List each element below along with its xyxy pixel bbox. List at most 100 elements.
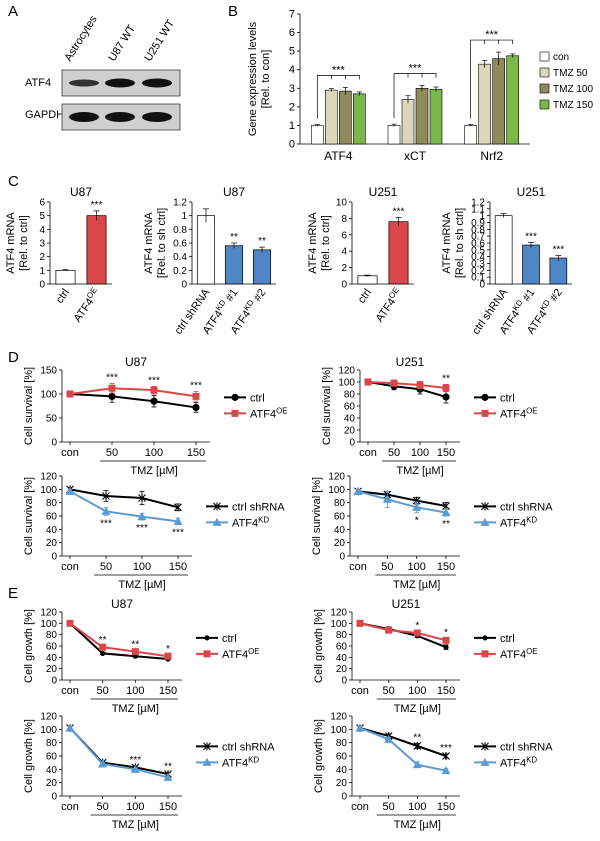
significance-marker: ** bbox=[164, 762, 172, 773]
panel-label-e: E bbox=[8, 585, 18, 602]
data-point bbox=[412, 502, 422, 511]
significance-marker: *** bbox=[525, 231, 537, 242]
bar bbox=[388, 221, 409, 285]
legend-label: ctrl shRNA bbox=[222, 741, 275, 753]
y-tick-label: 80 bbox=[46, 738, 58, 749]
data-point bbox=[150, 397, 158, 405]
panel-label-c: C bbox=[8, 173, 19, 190]
y-tick-label: 40 bbox=[334, 525, 346, 536]
data-point bbox=[137, 512, 147, 521]
y-tick-label: 60 bbox=[344, 402, 356, 413]
x-tick-label: ATF4OE bbox=[70, 286, 103, 325]
chart-title: U251 bbox=[517, 185, 546, 199]
y-axis-label: ATF4 mRNA bbox=[143, 212, 155, 274]
y-tick-label: 120 bbox=[40, 712, 57, 723]
data-point bbox=[481, 393, 489, 401]
y-tick-label: 60 bbox=[46, 752, 58, 763]
x-tick-label: con bbox=[61, 801, 79, 813]
legend-label: TMZ 50 bbox=[553, 68, 588, 79]
bar bbox=[311, 125, 324, 145]
y-axis-label: [Rel. to sh ctrl] bbox=[156, 208, 168, 278]
data-point bbox=[382, 494, 392, 503]
significance-bracket bbox=[316, 75, 360, 119]
data-point bbox=[192, 392, 200, 400]
x-tick-label: xCT bbox=[404, 149, 427, 163]
series-line bbox=[69, 490, 179, 523]
data-point bbox=[442, 393, 450, 401]
data-point bbox=[101, 506, 111, 515]
y-tick-label: 100 bbox=[328, 485, 345, 496]
y-tick-label: 1 bbox=[39, 266, 45, 277]
y-tick-label: 6 bbox=[39, 198, 45, 209]
blot-band bbox=[105, 78, 135, 88]
y-tick-label: 0 bbox=[339, 552, 345, 563]
y-tick-label: 80 bbox=[46, 630, 58, 641]
legend-swatch bbox=[539, 99, 550, 110]
data-point bbox=[131, 648, 139, 656]
chart-title: U87 bbox=[111, 597, 133, 611]
series-line bbox=[367, 381, 447, 389]
chart-c1: 0 1 2 3 4 5 6 ATF4 mRNA [Rel. to ctrl] U87 ctrl ***… bbox=[5, 185, 112, 324]
y-axis-label: ATF4 mRNA bbox=[307, 212, 319, 274]
y-tick-label: 0.7 bbox=[471, 232, 485, 243]
data-point bbox=[412, 760, 422, 769]
y-tick-label: 120 bbox=[330, 712, 347, 723]
bar bbox=[492, 58, 505, 145]
y-tick-label: 100 bbox=[40, 619, 57, 630]
y-tick-label: 100 bbox=[330, 725, 347, 736]
bar bbox=[55, 269, 76, 285]
y-tick-label: 60 bbox=[334, 512, 346, 523]
bar bbox=[464, 125, 477, 145]
y-tick-label: 4 bbox=[39, 225, 45, 236]
chart-title: U87 bbox=[223, 185, 245, 199]
y-tick-label: 0.4 bbox=[173, 252, 187, 263]
data-point bbox=[413, 629, 421, 637]
bar bbox=[252, 249, 272, 285]
significance-marker: *** bbox=[440, 743, 452, 754]
bar bbox=[494, 215, 513, 285]
blot-band bbox=[69, 79, 99, 87]
significance-marker: * bbox=[166, 644, 170, 655]
x-axis-label: TMZ [µM] bbox=[394, 703, 441, 715]
x-tick-label: ctrl bbox=[54, 287, 72, 306]
y-tick-label: 5 bbox=[289, 46, 295, 58]
x-tick-label: con bbox=[351, 685, 369, 697]
data-point bbox=[481, 409, 489, 417]
y-tick-label: 1 bbox=[289, 120, 295, 132]
data-point bbox=[130, 764, 140, 773]
y-tick-label: 0 bbox=[39, 280, 45, 291]
y-tick-label: 40 bbox=[46, 653, 58, 664]
blot-band bbox=[142, 112, 172, 122]
x-tick-label: ctrl bbox=[356, 287, 374, 306]
bar bbox=[549, 257, 568, 285]
y-tick-label: 100 bbox=[330, 619, 347, 630]
x-tick-label: 50 bbox=[383, 801, 395, 813]
x-tick-label: 50 bbox=[97, 685, 109, 697]
y-tick-label: 0 bbox=[341, 792, 347, 803]
y-axis-label: Cell growth [%] bbox=[23, 609, 35, 683]
data-point bbox=[66, 390, 74, 398]
y-tick-label: 120 bbox=[330, 608, 347, 619]
y-tick-label: 20 bbox=[336, 778, 348, 789]
x-axis-label: TMZ [µM] bbox=[112, 819, 159, 831]
chart-title: U87 bbox=[70, 185, 92, 199]
x-tick-label: 150 bbox=[187, 447, 205, 459]
legend-label: TMZ 100 bbox=[553, 84, 593, 95]
data-point bbox=[173, 516, 183, 525]
series-line bbox=[69, 622, 169, 661]
significance-marker: *** bbox=[100, 518, 112, 529]
x-tick-label: Nrf2 bbox=[480, 149, 503, 163]
significance-marker: *** bbox=[393, 207, 405, 218]
bar bbox=[339, 90, 352, 145]
y-tick-label: 0 bbox=[51, 552, 57, 563]
y-axis-label: Cell survival [%] bbox=[311, 477, 323, 555]
y-tick-label: 3 bbox=[289, 83, 295, 95]
data-point bbox=[231, 393, 239, 401]
data-point bbox=[203, 650, 211, 658]
chart-c3: 0 2 4 6 8 10 ATF4 mRNA [Rel. to ctrl] U251 ctrl **… bbox=[307, 185, 414, 324]
significance-marker: *** bbox=[552, 244, 564, 255]
blot-row-label: ATF4 bbox=[25, 77, 51, 89]
y-tick-label: 1 bbox=[181, 211, 187, 222]
y-tick-label: 1.2 bbox=[471, 198, 485, 209]
significance-marker: ** bbox=[230, 232, 238, 243]
